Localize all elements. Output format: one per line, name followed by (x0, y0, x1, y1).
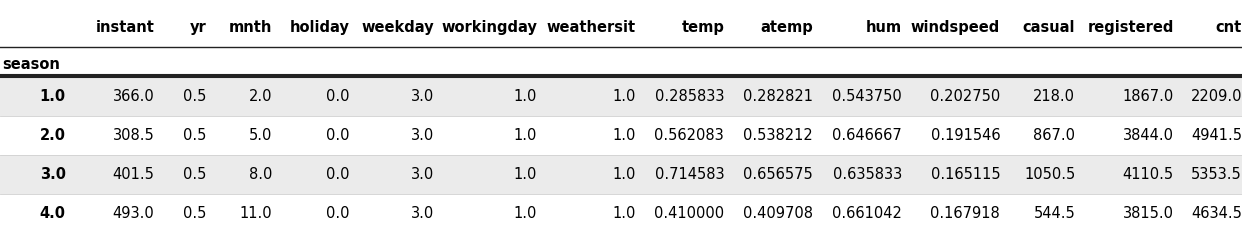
Text: hum: hum (866, 20, 902, 34)
Text: workingday: workingday (441, 20, 537, 34)
Bar (0, 194, 1242, 233)
Text: 4941.5: 4941.5 (1191, 128, 1242, 143)
Text: 1.0: 1.0 (612, 206, 636, 221)
Bar (0, 77, 1242, 116)
Text: 3844.0: 3844.0 (1123, 128, 1174, 143)
Text: 0.410000: 0.410000 (655, 206, 724, 221)
Text: 11.0: 11.0 (240, 206, 272, 221)
Text: 1.0: 1.0 (612, 167, 636, 182)
Text: 0.661042: 0.661042 (832, 206, 902, 221)
Text: 0.538212: 0.538212 (743, 128, 814, 143)
Text: 1.0: 1.0 (514, 167, 537, 182)
Text: 3.0: 3.0 (40, 167, 66, 182)
Text: 0.543750: 0.543750 (832, 89, 902, 104)
Text: 3.0: 3.0 (411, 206, 435, 221)
Text: 1867.0: 1867.0 (1123, 89, 1174, 104)
Text: 8.0: 8.0 (248, 167, 272, 182)
Text: 0.5: 0.5 (183, 206, 206, 221)
Text: 2209.0: 2209.0 (1191, 89, 1242, 104)
Bar (0, 47, 1242, 77)
Text: casual: casual (1023, 20, 1076, 34)
Text: 401.5: 401.5 (113, 167, 154, 182)
Text: instant: instant (96, 20, 154, 34)
Text: 0.0: 0.0 (327, 128, 350, 143)
Text: 3.0: 3.0 (411, 89, 435, 104)
Text: 0.0: 0.0 (327, 167, 350, 182)
Text: 0.5: 0.5 (183, 167, 206, 182)
Text: weekday: weekday (361, 20, 435, 34)
Text: 0.714583: 0.714583 (655, 167, 724, 182)
Text: 0.635833: 0.635833 (832, 167, 902, 182)
Bar (0, 116, 1242, 155)
Text: 0.5: 0.5 (183, 128, 206, 143)
Text: 0.165115: 0.165115 (930, 167, 1000, 182)
Text: 3.0: 3.0 (411, 128, 435, 143)
Text: 544.5: 544.5 (1033, 206, 1076, 221)
Text: 493.0: 493.0 (113, 206, 154, 221)
Text: weathersit: weathersit (546, 20, 636, 34)
Bar (0, 155, 1242, 194)
Text: holiday: holiday (289, 20, 350, 34)
Text: 366.0: 366.0 (113, 89, 154, 104)
Text: 1.0: 1.0 (40, 89, 66, 104)
Text: 0.562083: 0.562083 (655, 128, 724, 143)
Text: 0.282821: 0.282821 (743, 89, 814, 104)
Text: 218.0: 218.0 (1033, 89, 1076, 104)
Text: 3.0: 3.0 (411, 167, 435, 182)
Text: 0.5: 0.5 (183, 89, 206, 104)
Text: temp: temp (682, 20, 724, 34)
Text: 1050.5: 1050.5 (1025, 167, 1076, 182)
Text: 0.0: 0.0 (327, 206, 350, 221)
Text: 0.285833: 0.285833 (655, 89, 724, 104)
Text: 5353.5: 5353.5 (1191, 167, 1242, 182)
Text: mnth: mnth (229, 20, 272, 34)
Text: 0.0: 0.0 (327, 89, 350, 104)
Text: 2.0: 2.0 (248, 89, 272, 104)
Text: 0.646667: 0.646667 (832, 128, 902, 143)
Text: yr: yr (190, 20, 206, 34)
Text: 1.0: 1.0 (612, 128, 636, 143)
Text: 0.409708: 0.409708 (743, 206, 814, 221)
Text: 4634.5: 4634.5 (1191, 206, 1242, 221)
Text: cnt: cnt (1216, 20, 1242, 34)
Text: season: season (2, 57, 61, 72)
Text: 4110.5: 4110.5 (1123, 167, 1174, 182)
Text: 1.0: 1.0 (612, 89, 636, 104)
Text: atemp: atemp (760, 20, 814, 34)
Text: 4.0: 4.0 (40, 206, 66, 221)
Text: 5.0: 5.0 (248, 128, 272, 143)
Text: registered: registered (1087, 20, 1174, 34)
Text: 867.0: 867.0 (1033, 128, 1076, 143)
Text: 1.0: 1.0 (514, 89, 537, 104)
Text: 0.167918: 0.167918 (930, 206, 1000, 221)
Text: 0.191546: 0.191546 (930, 128, 1000, 143)
Text: 308.5: 308.5 (113, 128, 154, 143)
Bar (0, 0, 1242, 47)
Text: windspeed: windspeed (910, 20, 1000, 34)
Text: 2.0: 2.0 (40, 128, 66, 143)
Text: 0.202750: 0.202750 (930, 89, 1000, 104)
Text: 1.0: 1.0 (514, 206, 537, 221)
Text: 1.0: 1.0 (514, 128, 537, 143)
Text: 3815.0: 3815.0 (1123, 206, 1174, 221)
Text: 0.656575: 0.656575 (743, 167, 814, 182)
